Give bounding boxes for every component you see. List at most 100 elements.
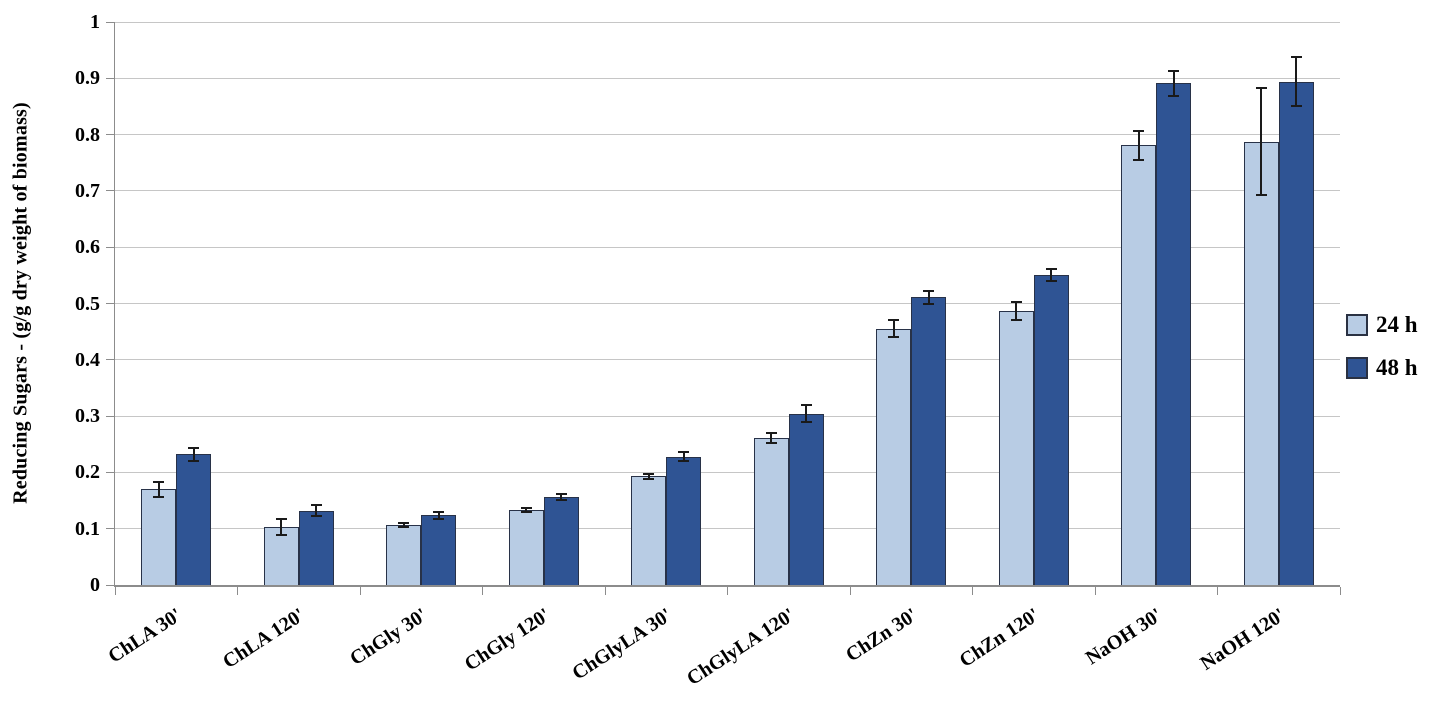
x-tick xyxy=(359,586,361,595)
error-bar-cap-top xyxy=(153,480,165,483)
bar-48h-ChZn30 xyxy=(911,297,947,585)
legend-entry-48h: 48 h xyxy=(1346,356,1418,379)
bar-48h-ChLA30 xyxy=(176,454,212,585)
x-tick xyxy=(604,586,606,595)
x-category-label: ChZn 120' xyxy=(955,604,1044,672)
error-bar-cap-top xyxy=(800,404,812,407)
error-bar-cap-bottom xyxy=(433,517,445,520)
error-bar-cap-bottom xyxy=(1290,104,1302,107)
x-axis-line xyxy=(115,585,1340,587)
error-bar-cap-bottom xyxy=(923,303,935,306)
error-bar-line xyxy=(315,505,318,517)
x-tick xyxy=(1094,586,1096,595)
error-bar-line xyxy=(1137,130,1140,160)
y-tick-label: 0.6 xyxy=(75,236,100,259)
bar-24h-ChGly30 xyxy=(386,524,422,585)
bar-24h-NaOH30 xyxy=(1121,145,1157,585)
y-tick-label: 0.3 xyxy=(75,405,100,428)
error-bar-line xyxy=(1260,88,1263,196)
gridline xyxy=(115,246,1340,248)
bar-48h-ChGly30 xyxy=(421,515,457,585)
error-bar-cap-bottom xyxy=(1168,94,1180,97)
legend-swatch-48h xyxy=(1346,357,1368,379)
bar-24h-ChZn30 xyxy=(876,328,912,585)
error-bar-cap-bottom xyxy=(555,498,567,501)
error-bar-cap-top xyxy=(765,431,777,434)
bar-48h-ChLA120 xyxy=(298,510,334,585)
gridline xyxy=(115,471,1340,473)
legend-label: 24 h xyxy=(1376,312,1418,337)
error-bar-line xyxy=(402,522,405,527)
error-bar-line xyxy=(525,507,528,513)
error-bar-cap-bottom xyxy=(398,526,410,528)
error-bar-cap-top xyxy=(310,504,322,507)
error-bar-cap-bottom xyxy=(188,460,200,463)
error-bar-line xyxy=(927,290,930,305)
error-bar-line xyxy=(1050,268,1053,281)
error-bar-cap-top xyxy=(923,289,935,292)
error-bar-cap-top xyxy=(188,446,200,449)
y-tick-label: 0.1 xyxy=(75,517,100,540)
error-bar-line xyxy=(280,519,283,535)
error-bar-cap-top xyxy=(520,506,532,509)
error-bar-cap-top xyxy=(275,518,287,521)
error-bar-cap-bottom xyxy=(888,336,900,339)
gridline xyxy=(115,528,1340,530)
x-category-label: ChLA 120' xyxy=(218,604,309,674)
bar-24h-ChLA30 xyxy=(141,489,177,585)
error-bar-line xyxy=(682,452,685,462)
gridline xyxy=(115,190,1340,192)
bar-48h-ChGlyLA30 xyxy=(666,456,702,585)
y-tick-label: 0.5 xyxy=(75,292,100,315)
error-bar-line xyxy=(1172,70,1175,96)
x-category-label: ChGlyLA 120' xyxy=(682,604,799,690)
gridline xyxy=(115,359,1340,361)
legend: 24 h 48 h xyxy=(1346,312,1418,379)
x-tick xyxy=(1217,586,1218,595)
error-bar-line xyxy=(1295,57,1298,106)
bar-24h-ChZn120 xyxy=(998,310,1034,585)
error-bar-cap-top xyxy=(643,472,655,475)
x-tick xyxy=(849,586,851,595)
y-tick xyxy=(106,584,114,586)
error-bar-cap-bottom xyxy=(1255,194,1267,197)
bar-48h-NaOH30 xyxy=(1156,83,1192,585)
y-tick xyxy=(106,528,114,530)
y-tick-label: 0.2 xyxy=(75,461,100,484)
error-bar-line xyxy=(437,511,440,519)
error-bar-line xyxy=(1015,301,1018,320)
error-bar-line xyxy=(647,473,650,480)
y-tick xyxy=(106,21,114,23)
bar-24h-NaOH120 xyxy=(1243,141,1279,585)
y-tick-label: 0.4 xyxy=(75,348,100,371)
error-bar-cap-top xyxy=(1290,56,1302,59)
x-category-label: ChGlyLA 30' xyxy=(568,604,677,685)
bar-48h-ChGly120 xyxy=(543,497,579,585)
legend-swatch-24h xyxy=(1346,314,1368,336)
bar-24h-ChGlyLA120 xyxy=(753,438,789,585)
error-bar-cap-bottom xyxy=(678,460,690,463)
error-bar-line xyxy=(770,432,773,444)
x-category-label: NaOH 30' xyxy=(1082,604,1167,670)
y-tick-label: 0 xyxy=(90,574,100,596)
error-bar-cap-top xyxy=(1168,69,1180,72)
error-bar-cap-bottom xyxy=(1133,158,1145,161)
error-bar-cap-bottom xyxy=(275,533,287,536)
error-bar-cap-top xyxy=(1255,87,1267,90)
y-tick xyxy=(106,471,114,473)
y-axis-line xyxy=(113,22,115,587)
error-bar-cap-top xyxy=(1045,267,1057,270)
y-tick-label: 0.9 xyxy=(75,67,100,90)
x-tick xyxy=(727,586,728,595)
y-tick xyxy=(106,77,114,79)
error-bar-cap-bottom xyxy=(310,515,322,518)
gridline xyxy=(115,21,1340,23)
x-category-label: ChGly 30' xyxy=(346,604,432,670)
y-tick xyxy=(106,134,114,136)
error-bar-cap-top xyxy=(1133,129,1145,132)
error-bar-cap-top xyxy=(398,521,410,524)
y-tick xyxy=(106,246,114,248)
bar-48h-ChZn120 xyxy=(1033,274,1069,585)
x-category-label: ChGly 120' xyxy=(460,604,554,676)
